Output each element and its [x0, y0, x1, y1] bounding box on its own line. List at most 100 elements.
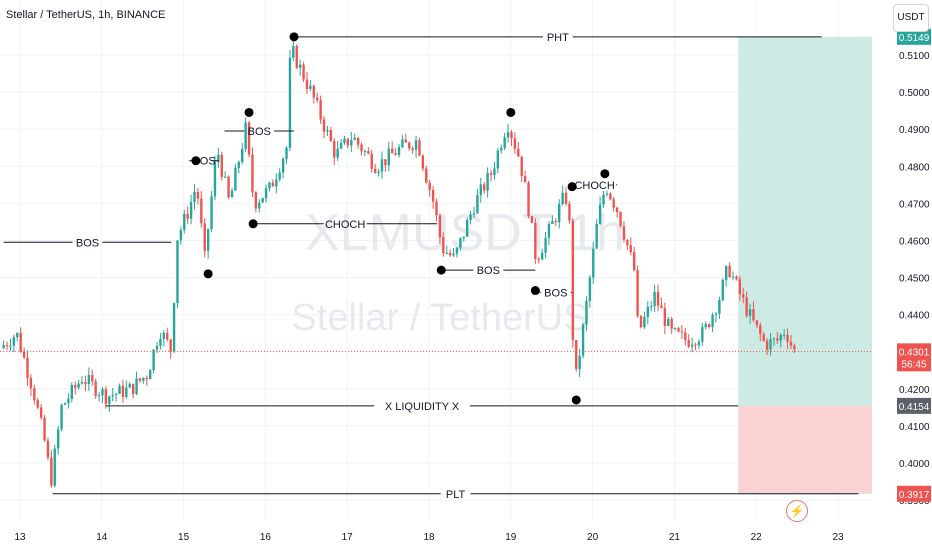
candle-body — [196, 192, 200, 199]
candle-body — [101, 389, 104, 396]
time-axis-bg — [0, 520, 932, 550]
candle-body — [660, 305, 663, 309]
candle-body — [469, 214, 472, 221]
candle-body — [288, 57, 292, 148]
candle-body — [704, 324, 707, 328]
stop-zone — [738, 405, 872, 494]
candle-body — [725, 265, 728, 280]
candle-body — [26, 357, 29, 378]
candle-body — [530, 216, 534, 223]
candle-body — [356, 137, 360, 145]
candle-body — [155, 345, 159, 350]
level-label: X LIQUIDITY X — [385, 401, 460, 413]
candle-body — [680, 331, 684, 333]
candle-body — [223, 176, 227, 178]
candle-body — [711, 314, 714, 328]
candle-body — [581, 324, 585, 356]
candle-body — [125, 387, 128, 398]
price-tick-label: 0.4100 — [899, 422, 930, 433]
candle-body — [612, 199, 615, 208]
candle-body — [745, 297, 748, 316]
candle-body — [547, 223, 551, 238]
candle-body — [513, 138, 517, 149]
candle-body — [404, 139, 408, 143]
candle-body — [251, 154, 254, 193]
candle-body — [500, 148, 503, 151]
candle-body — [305, 79, 309, 89]
candle-body — [33, 388, 36, 401]
candle-body — [5, 345, 9, 347]
candle-body — [667, 318, 670, 327]
time-tick-label: 14 — [96, 532, 108, 543]
candle-body — [602, 194, 605, 205]
candle-body — [322, 119, 326, 132]
candle-body — [718, 300, 721, 314]
candle-body — [176, 240, 179, 304]
candle-body — [619, 212, 622, 227]
candle-body — [489, 173, 493, 176]
candle-body — [571, 220, 575, 341]
candle-body — [166, 332, 169, 340]
candle-body — [588, 277, 592, 301]
symbol-title[interactable]: Stellar / TetherUS, 1h, BINANCE — [6, 9, 166, 21]
candle-body — [77, 383, 80, 388]
candle-body — [452, 253, 455, 256]
candle-body — [278, 172, 281, 180]
candle-body — [510, 132, 513, 139]
level-label: CHOCH — [574, 180, 614, 192]
candle-body — [387, 148, 390, 166]
price-tick-label: 0.4200 — [899, 385, 930, 396]
candle-body — [520, 156, 523, 177]
candle-body — [36, 400, 39, 408]
price-axis[interactable]: 0.5100 0.5000 0.4900 0.4800 0.4700 0.4600 0.45… — [872, 0, 932, 550]
candle-body — [540, 252, 544, 260]
candle-body — [339, 142, 343, 149]
candle-body — [558, 203, 561, 223]
candle-body — [431, 189, 435, 202]
candle-body — [421, 155, 425, 169]
watermark-ticker: XLMUSDT 1h — [305, 204, 625, 262]
candle-body — [87, 375, 91, 385]
candle-body — [622, 226, 626, 240]
time-axis[interactable]: 13 14 15 16 17 18 19 20 21 22 23 — [0, 520, 932, 550]
candle-body — [776, 338, 779, 341]
watermark-name: Stellar / TetherUS — [291, 297, 588, 339]
candle-body — [523, 176, 527, 183]
candle-body — [172, 303, 176, 352]
level-label: BOS — [248, 126, 271, 138]
candle-body — [67, 398, 70, 404]
candle-body — [425, 168, 428, 183]
price-tick-label: 0.4500 — [899, 274, 930, 285]
candle-body — [19, 332, 22, 352]
candle-body — [94, 381, 97, 396]
candle-body — [84, 382, 87, 385]
candle-body — [268, 182, 271, 189]
candle-body — [16, 332, 19, 338]
candle-body — [411, 148, 414, 150]
candle-body — [721, 279, 724, 301]
candle-body — [200, 198, 203, 224]
candle-body — [677, 328, 680, 332]
candle-body — [762, 334, 765, 341]
candle-body — [748, 309, 752, 316]
candle-body — [472, 213, 476, 215]
candle-body — [316, 97, 319, 101]
candle-body — [377, 171, 380, 173]
candle-body — [50, 457, 53, 486]
candle-body — [309, 85, 312, 89]
candle-body — [384, 159, 387, 166]
price-tick-label: 0.4700 — [899, 199, 930, 210]
candle-body — [104, 389, 108, 404]
candle-body — [63, 403, 67, 405]
countdown-label: 56:45 — [901, 359, 926, 370]
candle-body — [653, 291, 656, 307]
lightning-icon[interactable]: ⚡ — [786, 500, 808, 522]
candle-body — [445, 252, 448, 254]
swing-point-marker — [571, 395, 581, 405]
candle-body — [326, 130, 329, 132]
currency-selector[interactable]: USDT — [893, 4, 929, 32]
candle-body — [462, 236, 465, 239]
price-badge-label: 0.3917 — [899, 490, 930, 501]
